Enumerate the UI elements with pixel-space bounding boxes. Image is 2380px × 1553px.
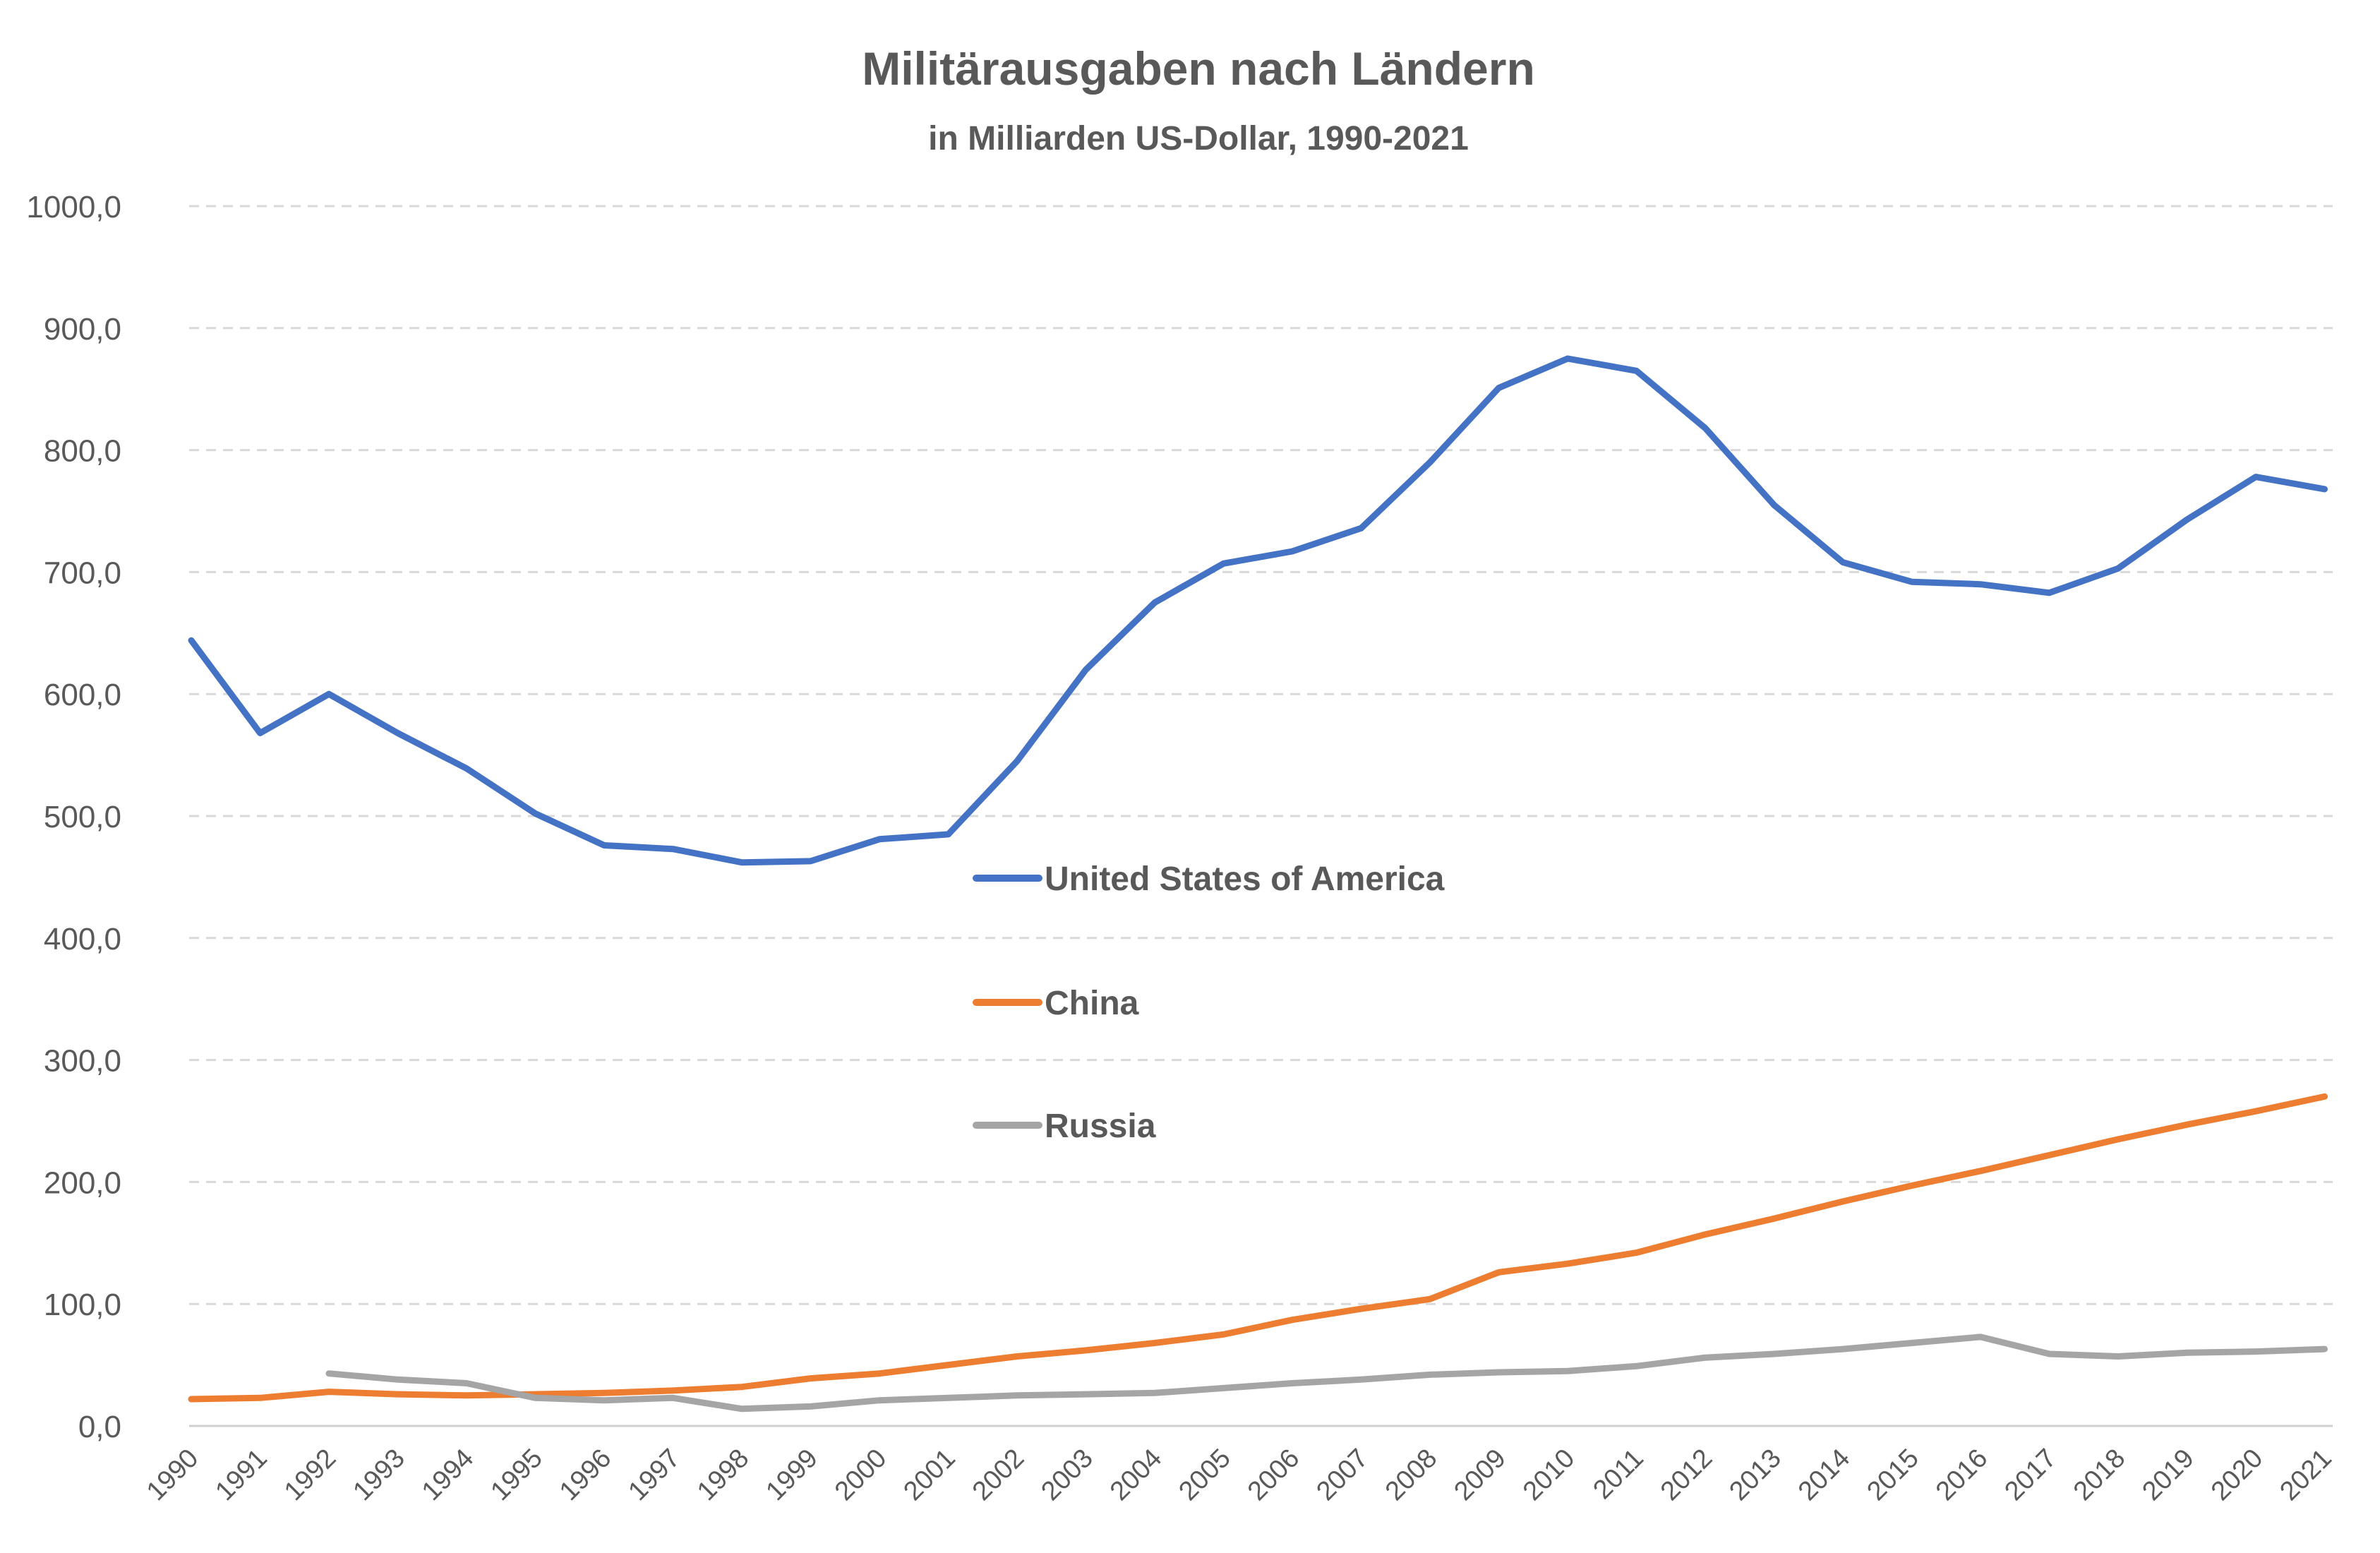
y-tick-label: 200,0: [44, 1165, 121, 1200]
y-tick-label: 600,0: [44, 678, 121, 712]
legend-label: Russia: [1045, 1108, 1156, 1145]
x-tick-label: 2004: [1105, 1444, 1167, 1506]
x-tick-label: 1991: [210, 1444, 272, 1506]
series-line-china: [188, 1093, 2328, 1403]
series-line-russia: [325, 1333, 2328, 1413]
x-tick-label: 1992: [279, 1444, 342, 1506]
y-tick-label: 900,0: [44, 312, 121, 347]
y-tick-label: 700,0: [44, 556, 121, 590]
x-tick-label: 1995: [485, 1444, 548, 1506]
x-tick-label: 2001: [898, 1444, 961, 1506]
y-tick-label: 100,0: [44, 1288, 121, 1322]
y-axis-tick-labels: 0,0 100,0 200,0 300,0 400,0 500,0 600,0 700,0 80…: [26, 190, 121, 1444]
series-line-united-states-of-america: [188, 355, 2328, 866]
x-tick-label: 2003: [1035, 1444, 1098, 1506]
x-tick-label: 2014: [1793, 1444, 1856, 1506]
x-tick-label: 2016: [1930, 1444, 1993, 1506]
x-tick-label: 2006: [1242, 1444, 1305, 1506]
y-tick-label: 500,0: [44, 800, 121, 834]
x-tick-label: 2018: [2068, 1444, 2131, 1506]
legend-label: United States of America: [1045, 861, 1445, 898]
x-tick-label: 1994: [416, 1444, 479, 1506]
x-tick-label: 1998: [692, 1444, 755, 1506]
y-tick-label: 800,0: [44, 434, 121, 469]
x-tick-label: 1996: [554, 1444, 617, 1506]
x-tick-label: 2020: [2206, 1444, 2268, 1506]
y-tick-label: 300,0: [44, 1044, 121, 1079]
x-tick-label: 2005: [1173, 1444, 1236, 1506]
y-tick-label: 0,0: [78, 1410, 121, 1444]
x-tick-label: 1999: [760, 1444, 823, 1506]
legend-label: China: [1045, 985, 1139, 1022]
x-tick-label: 2019: [2136, 1444, 2199, 1506]
x-tick-label: 2017: [1999, 1444, 2062, 1506]
x-tick-label: 2002: [967, 1444, 1030, 1506]
x-tick-label: 2013: [1724, 1444, 1786, 1506]
x-tick-label: 1997: [623, 1444, 685, 1506]
y-tick-label: 400,0: [44, 922, 121, 957]
x-tick-label: 2010: [1517, 1444, 1580, 1506]
x-tick-label: 1993: [347, 1444, 410, 1506]
chart-title: Militärausgaben nach Ländern: [862, 42, 1535, 95]
series-lines: [188, 355, 2328, 1413]
x-tick-label: 2015: [1861, 1444, 1924, 1506]
legend: United States of America China Russia: [973, 861, 1445, 1145]
x-tick-label: 2012: [1655, 1444, 1718, 1506]
x-tick-label: 2008: [1380, 1444, 1443, 1506]
x-tick-label: 2009: [1448, 1444, 1511, 1506]
x-tick-label: 2011: [1587, 1444, 1649, 1505]
chart-subtitle: in Milliarden US-Dollar, 1990-2021: [928, 120, 1469, 157]
x-tick-label: 2007: [1311, 1444, 1374, 1506]
x-axis-tick-labels: 1990 1991 1992 1993 1994 1995 1996 1997 1998 1999…: [141, 1444, 2338, 1506]
gridlines: [189, 205, 2333, 1427]
x-tick-label: 2021: [2274, 1444, 2337, 1506]
x-tick-label: 2000: [829, 1444, 892, 1506]
y-tick-label: 1000,0: [26, 190, 121, 224]
x-tick-label: 1990: [141, 1444, 204, 1506]
